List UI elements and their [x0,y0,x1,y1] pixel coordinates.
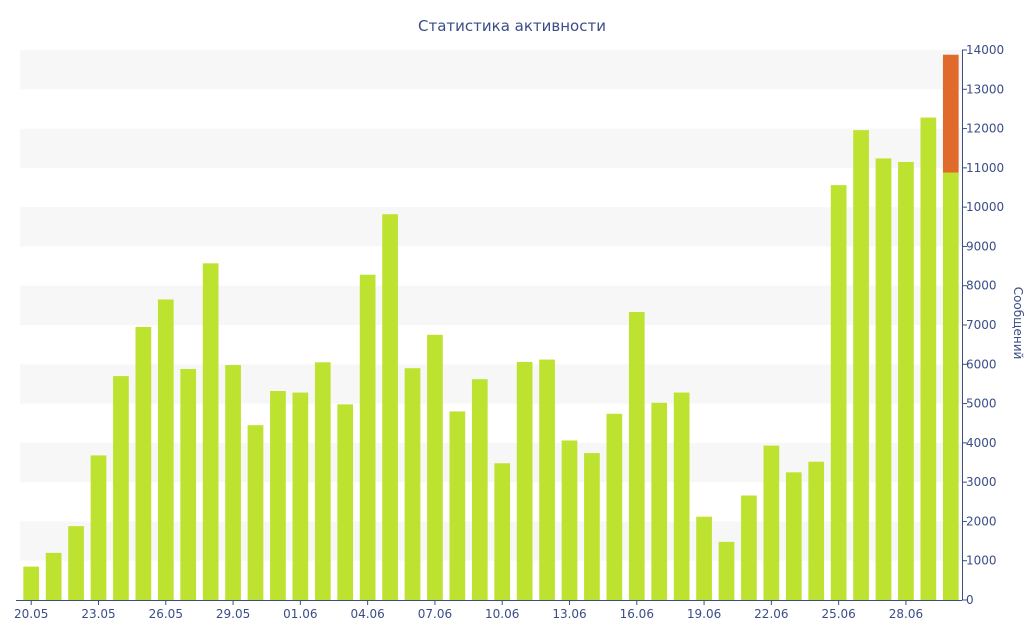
y-tick-label: 9000 [966,239,997,253]
bar-03.06 [337,404,354,600]
bar-12.06 [539,359,555,600]
bar-18.06 [673,392,690,600]
bar-01.06 [292,392,309,600]
bar-27.06 [875,158,892,600]
x-tick-label: 07.06 [418,607,452,621]
y-tick-label: 8000 [966,279,997,293]
y-tick-label: 7000 [966,318,997,332]
bar-23.06 [785,472,802,600]
chart-title: Статистика активности [418,17,606,35]
bar-15.06 [606,413,623,600]
x-tick-label: 10.06 [485,607,519,621]
bar-28.06 [898,161,914,600]
bar-24.06 [808,461,825,600]
x-tick-label: 20.05 [14,607,48,621]
bar-06.06 [404,368,421,600]
x-tick-label: 29.05 [216,607,250,621]
bar-04.06 [359,274,376,600]
bar-31.05 [270,391,286,600]
y-tick-label: 5000 [966,397,997,411]
axes: 0 1000 2000 3000 4000 5000 6000 7000 8000 9000 100… [14,43,1004,621]
bar-29.06 [920,117,937,600]
x-tick-label: 26.05 [149,607,183,621]
y-tick-label: 2000 [966,514,997,528]
x-tick-label: 22.06 [754,607,788,621]
bar-30.06 [942,172,959,600]
bar-17.06 [651,402,668,600]
y-tick-label: 6000 [966,357,997,371]
x-tick-label: 19.06 [687,607,721,621]
bar-16.06 [628,312,645,600]
bar-07.06 [427,334,443,600]
bar-13.06 [561,440,578,600]
x-tick-label: 23.05 [81,607,115,621]
y-tick-label: 4000 [966,436,997,450]
bar-29.05 [225,365,241,600]
y-tick-label: 11000 [966,161,1004,175]
bar-28.05 [202,263,219,600]
x-tick-label: 28.06 [889,607,923,621]
x-tick-label: 13.06 [552,607,586,621]
bar-08.06 [449,411,466,600]
bar-10.06 [494,463,511,600]
grid-band [20,442,962,483]
bar-21.06 [741,495,757,600]
y-tick-label: 3000 [966,475,997,489]
y-axis-label: Сообщений [1011,287,1024,360]
bar-27.05 [180,369,197,600]
y-tick-label: 10000 [966,200,1004,214]
grid-band [20,128,962,168]
bar-21.05 [45,552,62,600]
bars [23,54,959,600]
bar-11.06 [516,361,533,600]
x-tick-label: 01.06 [283,607,317,621]
bar-20.06 [718,541,735,600]
y-tick-label: 14000 [966,43,1004,57]
bar-overlay-30.06 [942,54,959,173]
x-tick-label: 16.06 [620,607,654,621]
bar-23.05 [90,455,107,600]
bar-25.05 [135,326,152,600]
bar-22.05 [68,526,84,600]
bar-05.06 [382,214,398,600]
y-tick-label: 0 [966,593,974,607]
bar-26.06 [853,130,869,600]
y-tick-label: 13000 [966,82,1004,96]
bar-25.06 [830,185,847,600]
grid-band [20,285,962,325]
bar-30.05 [247,425,264,600]
bar-19.06 [696,516,712,600]
bar-14.06 [584,453,600,600]
bar-24.05 [113,376,129,600]
bar-26.05 [157,299,174,600]
y-tick-label: 12000 [966,122,1004,136]
bar-02.06 [314,362,331,600]
y-tick-label: 1000 [966,554,997,568]
bar-20.05 [23,566,40,600]
grid-band [20,521,962,561]
grid-band [20,207,962,247]
x-tick-label: 04.06 [350,607,384,621]
x-tick-label: 25.06 [821,607,855,621]
grid-bands [20,50,962,561]
grid-band [20,50,962,90]
grid-band [20,364,962,404]
bar-22.06 [763,445,780,600]
bar-09.06 [471,379,488,600]
